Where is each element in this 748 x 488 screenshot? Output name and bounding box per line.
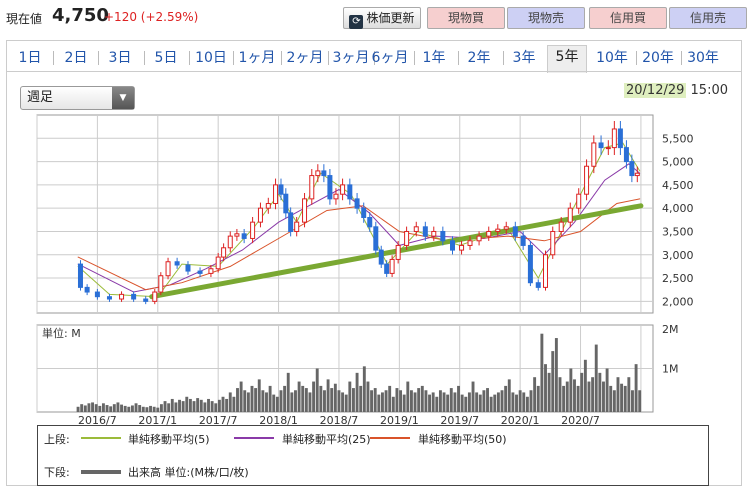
tab-5d[interactable]: 5日 <box>154 50 178 66</box>
legend-ma25: 単純移動平均(25) <box>282 433 371 446</box>
tab-3y[interactable]: 3年 <box>512 50 536 66</box>
legend-upper-label: 上段: <box>44 433 70 446</box>
legend-volume: 出来高 単位:(M株/口/枚) <box>128 466 249 479</box>
tab-1m[interactable]: 1ヶ月 <box>238 50 276 66</box>
chart-frame <box>6 71 742 486</box>
tab-divider <box>681 51 682 65</box>
legend-lower-label: 下段: <box>44 466 70 479</box>
tab-divider <box>189 51 190 65</box>
tab-5y[interactable]: 5年 <box>547 45 587 73</box>
legend-volume-swatch <box>81 470 121 474</box>
margin-buy-button[interactable]: 信用買 <box>589 7 667 29</box>
refresh-price-button[interactable]: ⟳ 株価更新 <box>343 7 421 29</box>
tab-divider <box>233 51 234 65</box>
tab-divider <box>98 51 99 65</box>
spot-buy-button[interactable]: 現物買 <box>427 7 505 29</box>
refresh-label: 株価更新 <box>366 11 415 25</box>
tab-10y[interactable]: 10年 <box>596 50 628 66</box>
as-of-datetime: 20/12/29 15:00 <box>624 83 728 98</box>
tab-1d[interactable]: 1日 <box>18 50 42 66</box>
chevron-down-icon: ▼ <box>112 87 134 109</box>
margin-sell-button[interactable]: 信用売 <box>669 7 747 29</box>
refresh-icon: ⟳ <box>349 15 364 29</box>
tab-6m[interactable]: 6ヶ月 <box>371 50 409 66</box>
legend-ma5: 単純移動平均(5) <box>128 433 210 446</box>
tab-divider <box>328 51 329 65</box>
as-of-date: 20/12/29 <box>624 83 687 98</box>
tab-divider <box>636 51 637 65</box>
tab-2y[interactable]: 2年 <box>467 50 491 66</box>
legend-ma5-swatch <box>81 437 121 439</box>
price-label: 現在値 <box>6 12 43 26</box>
period-tabs: 1日 2日 3日 5日 10日 1ヶ月 2ヶ月 3ヶ月 6ヶ月 1年 2年 3年… <box>6 40 742 73</box>
price-header: 現在値 4,750 +120 (+2.59%) ⟳ 株価更新 現物買 現物売 信用… <box>0 0 748 36</box>
tab-divider <box>281 51 282 65</box>
as-of-time: 15:00 <box>690 83 728 98</box>
legend-ma50: 単純移動平均(50) <box>418 433 507 446</box>
legend-ma50-swatch <box>370 437 410 439</box>
tab-divider <box>144 51 145 65</box>
tab-20y[interactable]: 20年 <box>642 50 674 66</box>
tab-30y[interactable]: 30年 <box>687 50 719 66</box>
tab-divider <box>414 51 415 65</box>
price-change: +120 (+2.59%) <box>104 10 199 24</box>
tab-divider <box>503 51 504 65</box>
period-select-value: 週足 <box>27 90 54 105</box>
current-price: 4,750 <box>52 5 109 26</box>
tab-divider <box>458 51 459 65</box>
spot-sell-button[interactable]: 現物売 <box>507 7 585 29</box>
tab-divider <box>374 51 375 65</box>
tab-3m[interactable]: 3ヶ月 <box>332 50 370 66</box>
chart-legend: 上段: 単純移動平均(5) 単純移動平均(25) 単純移動平均(50) 下段: … <box>37 425 709 486</box>
tab-2d[interactable]: 2日 <box>64 50 88 66</box>
legend-ma25-swatch <box>234 437 274 439</box>
tab-divider <box>53 51 54 65</box>
tab-3d[interactable]: 3日 <box>108 50 132 66</box>
tab-1y[interactable]: 1年 <box>422 50 446 66</box>
tab-10d[interactable]: 10日 <box>195 50 227 66</box>
period-select[interactable]: 週足 ▼ <box>20 86 135 110</box>
tab-2m[interactable]: 2ヶ月 <box>286 50 324 66</box>
